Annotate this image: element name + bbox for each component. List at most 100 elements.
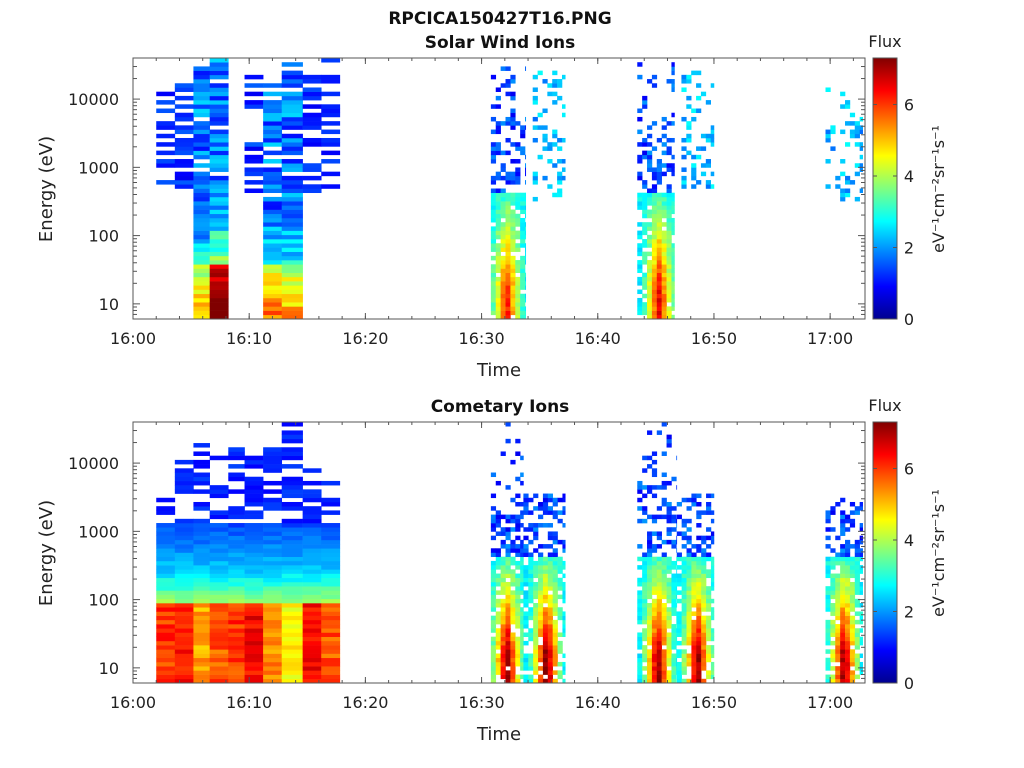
heatmap-cell	[845, 527, 851, 532]
heatmap-cell	[676, 560, 678, 566]
heatmap-cell	[495, 264, 501, 269]
heatmap-cell	[651, 146, 658, 151]
heatmap-cell	[671, 276, 675, 282]
heatmap-cell	[281, 70, 303, 76]
heatmap-cell	[500, 276, 506, 282]
heatmap-cell	[661, 569, 667, 574]
heatmap-cell	[515, 159, 521, 164]
heatmap-cell	[676, 649, 682, 654]
heatmap-cell	[849, 661, 856, 667]
heatmap-cell	[661, 678, 667, 684]
heatmap-cell	[542, 79, 548, 84]
heatmap-cell	[490, 527, 497, 532]
heatmap-cell	[523, 653, 529, 659]
heatmap-cell	[666, 434, 672, 440]
heatmap-cell	[490, 506, 497, 511]
heatmap-cell	[661, 205, 667, 210]
heatmap-cell	[321, 171, 341, 177]
heatmap-cell	[706, 628, 712, 633]
heatmap-cell	[520, 480, 524, 486]
heatmap-cell	[696, 674, 702, 680]
heatmap-cell	[321, 480, 341, 486]
heatmap-cell	[533, 666, 539, 671]
heatmap-cell	[228, 476, 245, 482]
heatmap-cell	[676, 552, 682, 558]
heatmap-cell	[505, 171, 511, 177]
heatmap-cell	[228, 489, 245, 494]
heatmap-cell	[656, 569, 662, 574]
heatmap-cell	[281, 205, 303, 210]
heatmap-cell	[263, 565, 283, 570]
heatmap-cell	[710, 493, 715, 499]
heatmap-cell	[302, 670, 322, 675]
heatmap-cell	[676, 501, 682, 507]
heatmap-cell	[840, 678, 846, 684]
heatmap-cell	[676, 619, 682, 625]
heatmap-cell	[281, 264, 303, 269]
heatmap-cell	[681, 535, 687, 541]
heatmap-cell	[515, 192, 521, 198]
heatmap-cell	[637, 230, 643, 236]
heatmap-cell	[321, 142, 341, 147]
heatmap-cell	[281, 276, 303, 282]
heatmap-cell	[263, 184, 283, 189]
heatmap-cell	[671, 670, 677, 675]
heatmap-cell	[656, 514, 662, 520]
heatmap-cell	[552, 624, 558, 629]
heatmap-cell	[656, 137, 662, 143]
heatmap-cell	[528, 628, 534, 633]
heatmap-cell	[562, 544, 566, 549]
heatmap-cell	[495, 255, 501, 261]
heatmap-cell	[637, 264, 643, 269]
heatmap-cell	[840, 531, 846, 536]
heatmap-cell	[538, 501, 544, 507]
heatmap-cell	[500, 598, 506, 604]
heatmap-cell	[661, 239, 667, 244]
heatmap-cell	[505, 590, 511, 595]
heatmap-cell	[547, 657, 553, 663]
heatmap-cell	[510, 260, 516, 265]
heatmap-cell	[542, 661, 549, 667]
heatmap-cell	[281, 422, 303, 427]
heatmap-cell	[505, 581, 511, 587]
heatmap-cell	[637, 243, 643, 248]
heatmap-cell	[651, 619, 658, 625]
heatmap-cell	[557, 611, 563, 616]
heatmap-cell	[647, 159, 653, 164]
heatmap-cell	[835, 175, 841, 181]
heatmap-cell	[244, 459, 264, 465]
heatmap-cell	[825, 527, 831, 532]
heatmap-cell	[490, 603, 497, 608]
heatmap-cell	[505, 230, 511, 236]
heatmap-cell	[706, 506, 712, 511]
heatmap-cell	[562, 628, 566, 633]
heatmap-cell	[500, 243, 506, 248]
heatmap-cell	[825, 598, 831, 604]
heatmap-cell	[676, 615, 682, 621]
heatmap-cell	[505, 636, 511, 642]
heatmap-cell	[666, 632, 672, 637]
heatmap-cell	[209, 598, 229, 604]
heatmap-cell	[686, 497, 692, 503]
heatmap-cell	[495, 632, 501, 637]
heatmap-cell	[840, 619, 846, 625]
heatmap-cell	[706, 544, 712, 549]
heatmap-cell	[706, 653, 712, 659]
heatmap-cell	[542, 586, 549, 591]
heatmap-cell	[671, 192, 675, 198]
heatmap-cell	[209, 268, 229, 273]
heatmap-cell	[500, 657, 506, 663]
heatmap-cell	[505, 196, 511, 202]
heatmap-cell	[676, 514, 682, 520]
heatmap-cell	[825, 590, 831, 595]
heatmap-cell	[228, 611, 245, 616]
heatmap-cell	[281, 74, 303, 80]
heatmap-cell	[281, 586, 303, 591]
heatmap-cell	[542, 649, 549, 654]
heatmap-cell	[661, 657, 667, 663]
heatmap-cell	[263, 268, 283, 273]
heatmap-cell	[515, 598, 521, 604]
heatmap-cell	[209, 217, 229, 223]
heatmap-cell	[193, 624, 210, 629]
heatmap-cell	[671, 205, 675, 210]
